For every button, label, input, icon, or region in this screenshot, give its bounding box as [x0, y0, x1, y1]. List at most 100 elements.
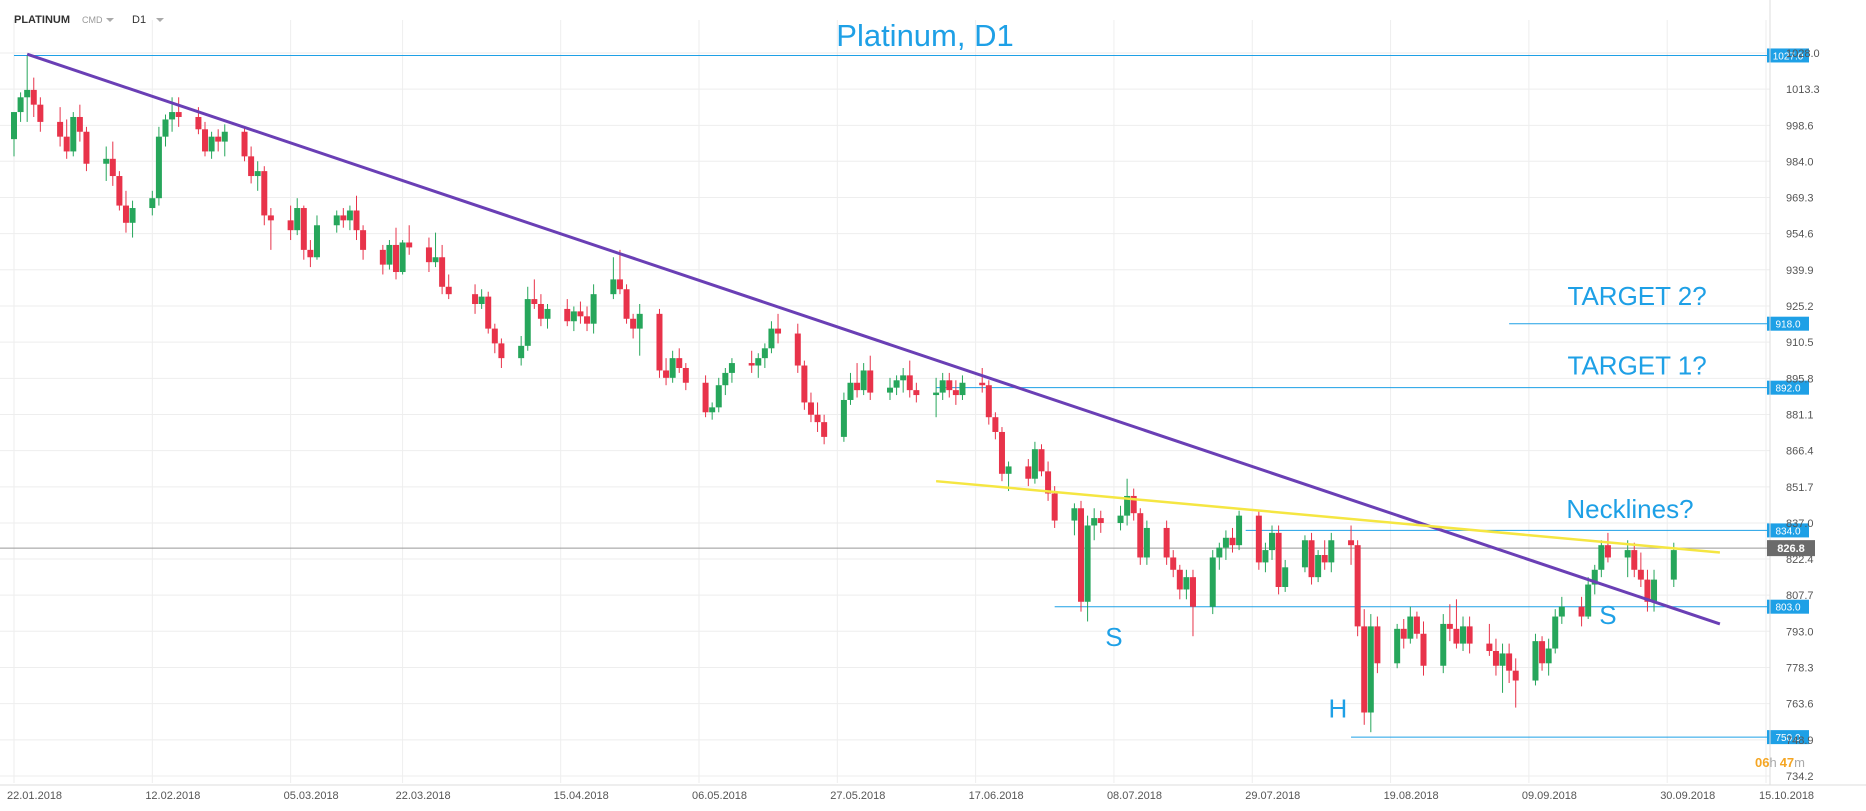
- candle-body: [1078, 508, 1085, 602]
- candle-body: [1176, 569, 1183, 590]
- candle-body: [399, 242, 406, 273]
- candle-body: [76, 116, 83, 132]
- candle-body: [616, 279, 623, 290]
- x-tick-label: 06.05.2018: [692, 790, 747, 802]
- candle-body: [906, 375, 913, 391]
- candle-body: [353, 210, 360, 231]
- candle-body: [1209, 557, 1216, 607]
- candle-body: [867, 370, 874, 393]
- candle-body: [129, 208, 136, 223]
- candle-body: [860, 370, 867, 391]
- candle-body: [386, 244, 393, 265]
- timeframe-dropdown-icon[interactable]: [156, 18, 164, 22]
- annotation-layer: TARGET 2? TARGET 1? Necklines? S H S: [1105, 281, 1706, 723]
- candle-body: [1328, 540, 1335, 563]
- candle-body: [847, 382, 854, 400]
- candle-body: [952, 390, 959, 396]
- candle-body: [682, 367, 689, 383]
- candle-body: [208, 136, 215, 152]
- timer-minutes-unit: m: [1794, 755, 1805, 770]
- level-tag: [1767, 48, 1809, 63]
- candle-body: [636, 313, 643, 329]
- candle-body: [1598, 545, 1605, 570]
- candle-body: [524, 299, 531, 346]
- candle-body: [379, 249, 386, 265]
- symbol-dropdown-icon[interactable]: [106, 18, 114, 22]
- y-tick-label: 895.8: [1786, 373, 1814, 385]
- candle-body: [584, 316, 591, 324]
- candle-body: [630, 318, 637, 329]
- candle-body: [1143, 527, 1150, 558]
- level-label: 834.0: [1775, 526, 1800, 537]
- candle-body: [248, 156, 255, 177]
- candle-body: [24, 89, 31, 98]
- candle-body: [1367, 626, 1374, 713]
- candle-body: [1236, 515, 1243, 546]
- candle-body: [1591, 569, 1598, 585]
- candle-body: [294, 208, 301, 231]
- y-tick-label: 734.2: [1786, 771, 1814, 783]
- symbol-label[interactable]: PLATINUM: [14, 14, 70, 26]
- candle-layer: [11, 55, 1677, 733]
- candle-body: [1222, 537, 1229, 548]
- chart-annotation: Necklines?: [1566, 494, 1693, 524]
- level-tag: [1767, 730, 1809, 745]
- candle-body: [1361, 626, 1368, 713]
- y-tick-label: 763.6: [1786, 699, 1814, 711]
- candle-body: [1189, 577, 1196, 607]
- candle-body: [900, 375, 907, 381]
- timeframe-label[interactable]: D1: [132, 14, 146, 26]
- candle-body: [37, 104, 44, 122]
- chart-annotation: S: [1599, 600, 1616, 630]
- candle-body: [544, 308, 551, 319]
- x-tick-label: 30.09.2018: [1660, 790, 1715, 802]
- candle-body: [1301, 540, 1308, 568]
- level-tag: [1767, 599, 1809, 614]
- candle-body: [1492, 650, 1499, 666]
- candle-body: [432, 257, 439, 263]
- candle-body: [169, 112, 176, 120]
- candle-body: [676, 358, 683, 368]
- candle-body: [307, 249, 314, 258]
- timer-hours-unit: h: [1769, 755, 1776, 770]
- candle-body: [491, 328, 498, 344]
- candle-body: [1084, 525, 1091, 602]
- candle-body: [1499, 653, 1506, 666]
- y-tick-label: 837.0: [1786, 518, 1814, 530]
- candle-body: [768, 328, 775, 349]
- countdown-timer: 06h 47m: [1755, 755, 1805, 770]
- candle-body: [30, 89, 37, 105]
- candle-body: [393, 244, 400, 273]
- candle-body: [175, 112, 182, 117]
- candle-body: [1097, 518, 1104, 524]
- candle-body: [1031, 449, 1038, 479]
- candle-body: [775, 328, 782, 334]
- current-price-tag: [1767, 540, 1815, 557]
- candle-body: [300, 208, 307, 250]
- candle-body: [1374, 626, 1381, 664]
- candle-body: [478, 296, 485, 305]
- candle-body: [807, 402, 814, 415]
- candle-body: [1453, 628, 1460, 644]
- candle-body: [1512, 670, 1519, 681]
- candle-body: [1446, 623, 1453, 629]
- y-tick-label: 851.7: [1786, 482, 1814, 494]
- candle-body: [814, 414, 821, 423]
- timer-hours: 06: [1755, 755, 1769, 770]
- candle-body: [1005, 466, 1012, 474]
- candle-body: [564, 308, 571, 322]
- chart-annotation: H: [1328, 693, 1347, 723]
- candle-body: [1038, 449, 1045, 472]
- candle-body: [893, 380, 900, 388]
- candle-body: [1420, 633, 1427, 666]
- candle-body: [1407, 616, 1414, 639]
- candle-body: [1506, 653, 1513, 671]
- candle-body: [1071, 508, 1078, 521]
- candle-body: [1308, 540, 1315, 578]
- candle-body: [728, 363, 735, 373]
- candle-body: [1137, 513, 1144, 558]
- neckline-trendline: [935, 479, 1721, 554]
